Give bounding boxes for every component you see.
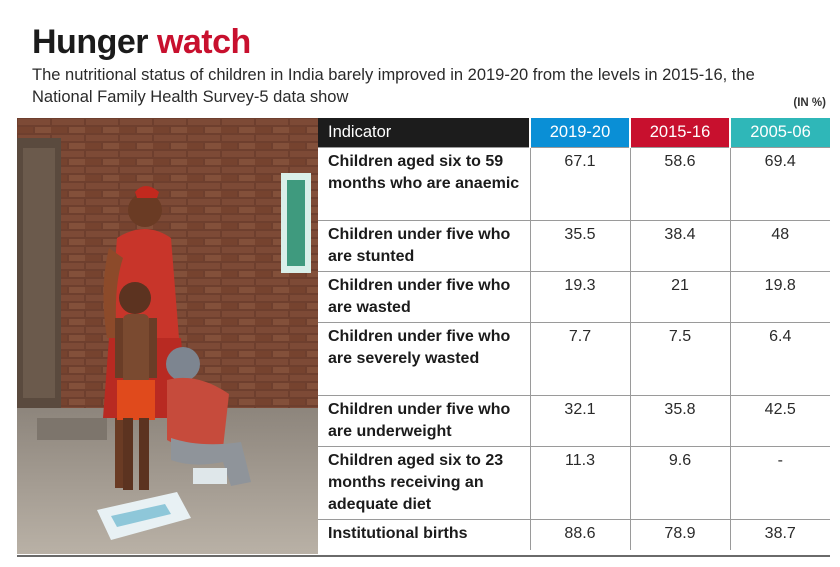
- value-2005-06: -: [729, 446, 830, 520]
- bottom-divider: [17, 555, 830, 557]
- table-row: Children under five who are stunted 35.5…: [318, 220, 830, 272]
- value-2005-06: 38.7: [729, 519, 830, 550]
- indicator-label: Children under five who are severely was…: [318, 322, 530, 396]
- subtitle: The nutritional status of children in In…: [32, 66, 755, 106]
- value-2005-06: 48: [729, 220, 830, 272]
- nutrition-table: Indicator 2019-20 2015-16 2005-06 Childr…: [318, 118, 830, 550]
- indicator-label: Children aged six to 59 months who are a…: [318, 147, 530, 221]
- value-2015-16: 7.5: [629, 322, 730, 396]
- value-2005-06: 69.4: [729, 147, 830, 221]
- value-2015-16: 58.6: [629, 147, 730, 221]
- indicator-label: Children under five who are stunted: [318, 220, 530, 272]
- value-2015-16: 35.8: [629, 395, 730, 447]
- column-header-2019-20: 2019-20: [529, 118, 630, 148]
- value-2019-20: 11.3: [529, 446, 630, 520]
- value-2019-20: 67.1: [529, 147, 630, 221]
- value-2019-20: 19.3: [529, 271, 630, 323]
- value-2019-20: 32.1: [529, 395, 630, 447]
- table-row: Children aged six to 59 months who are a…: [318, 147, 830, 221]
- table-row: Institutional births 88.6 78.9 38.7: [318, 519, 830, 550]
- column-header-2005-06: 2005-06: [729, 118, 830, 148]
- headline-accent: watch: [156, 23, 251, 61]
- value-2015-16: 38.4: [629, 220, 730, 272]
- indicator-label: Children under five who are underweight: [318, 395, 530, 447]
- table-row: Children aged six to 23 months receiving…: [318, 446, 830, 520]
- column-header-2015-16: 2015-16: [629, 118, 730, 148]
- value-2019-20: 35.5: [529, 220, 630, 272]
- value-2005-06: 19.8: [729, 271, 830, 323]
- value-2015-16: 21: [629, 271, 730, 323]
- table-row: Children under five who are severely was…: [318, 322, 830, 396]
- value-2015-16: 9.6: [629, 446, 730, 520]
- indicator-label: Children aged six to 23 months receiving…: [318, 446, 530, 520]
- column-header-indicator: Indicator: [318, 118, 530, 148]
- value-2005-06: 42.5: [729, 395, 830, 447]
- unit-label: (IN %): [793, 97, 826, 109]
- value-2019-20: 88.6: [529, 519, 630, 550]
- headline-main: Hunger: [32, 23, 149, 61]
- indicator-label: Institutional births: [318, 519, 530, 550]
- photo-child-weighing: [17, 118, 318, 554]
- table-row: Children under five who are wasted 19.3 …: [318, 271, 830, 323]
- table-header-row: Indicator 2019-20 2015-16 2005-06: [318, 118, 830, 148]
- value-2015-16: 78.9: [629, 519, 730, 550]
- indicator-label: Children under five who are wasted: [318, 271, 530, 323]
- value-2005-06: 6.4: [729, 322, 830, 396]
- headline: Hunger watch: [32, 22, 251, 62]
- table-row: Children under five who are underweight …: [318, 395, 830, 447]
- value-2019-20: 7.7: [529, 322, 630, 396]
